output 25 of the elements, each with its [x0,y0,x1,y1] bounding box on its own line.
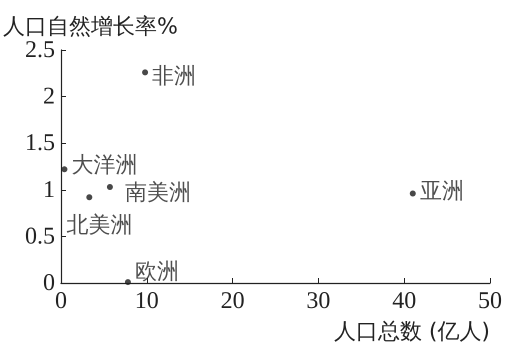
y-tick-label: 0 [43,270,55,296]
y-tick-label: 1 [43,176,55,203]
y-tick-label: 2.5 [25,37,55,63]
y-tick-label: 0.5 [25,223,55,250]
x-tick-label: 20 [220,288,245,314]
y-tick-label: 2 [43,84,55,110]
annotation: 南美洲 [124,180,191,206]
x-axis-title: 人口总数 (亿人) [334,320,490,344]
x-tick-label: 40 [392,288,416,314]
annotation: 北美洲 [66,212,132,238]
annotation: 大洋洲 [71,152,138,178]
point [410,190,416,197]
x-tick-label: 30 [306,288,330,314]
point [86,194,92,200]
point [124,279,131,286]
annotation: 亚洲 [420,179,464,204]
point [106,184,113,190]
annotation: 非洲 [152,64,196,89]
annotation: 欧洲 [134,260,179,285]
x-tick-label: 50 [478,288,502,314]
point [142,69,148,76]
x-tick-label: 10 [134,288,159,314]
y-tick-label: 1.5 [25,130,55,156]
y-axis-title: 人口自然增长率% [3,14,178,40]
point [61,166,68,172]
